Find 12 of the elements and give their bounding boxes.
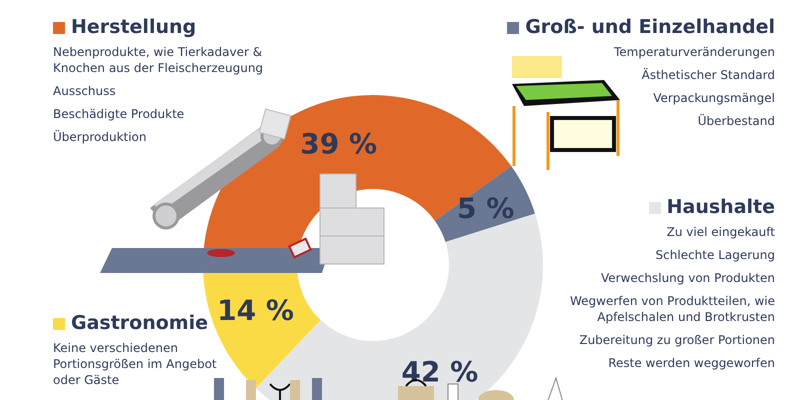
legend-label: Haushalte bbox=[666, 196, 775, 218]
text: Temperaturveränderungen Ästhetischer Standard Verpackungsmängel Überbestand bbox=[612, 44, 775, 129]
legend-label: Gastronomie bbox=[71, 312, 208, 334]
text: Nebenprodukte, wie Tierkadaver & Knochen aus der Fleischerzeugung Ausschuss Beschädigte Produkte Überproduktion bbox=[53, 44, 264, 144]
data-label: 14 % bbox=[217, 294, 294, 328]
text: Keine verschiedenen Portionsgrößen im Angebot oder Gäste bbox=[53, 340, 218, 388]
data-label: 5 % bbox=[457, 192, 514, 226]
data-label: 39 % bbox=[300, 127, 378, 160]
legend-label: Herstellung bbox=[71, 16, 196, 38]
text: Zu viel eingekauft Schlechte Lagerung Verwechslung von Produkten Wegwerfen von Produktteilen, wie Apfelschalen und Brotkrusten Zubereitung zu großer Portionen Reste werden weggeworfen bbox=[568, 224, 775, 371]
data-label: 42 % bbox=[401, 355, 478, 388]
legend-label: Groß- und Einzelhandel bbox=[525, 16, 775, 38]
